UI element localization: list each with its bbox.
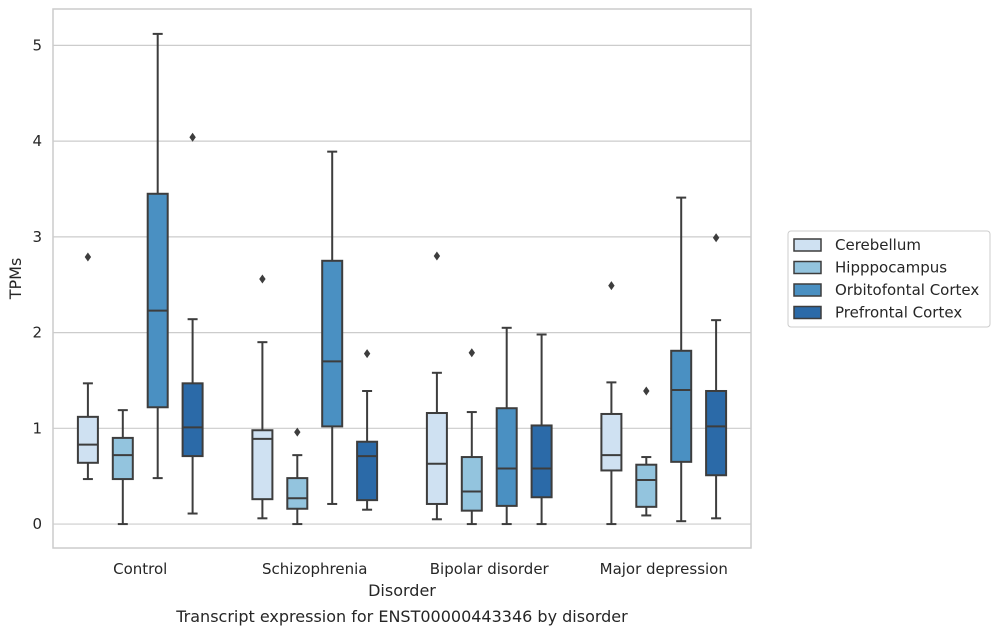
plot-area-frame [52, 8, 752, 549]
y-tick-label: 4 [32, 132, 42, 150]
x-tick-label: Major depression [600, 560, 728, 578]
x-axis-title: Disorder [368, 581, 436, 600]
box-iqr [321, 259, 344, 428]
y-tick-label: 5 [32, 36, 42, 54]
chart-title: Transcript expression for ENST0000044334… [175, 607, 628, 626]
box-3-0 [600, 281, 623, 526]
y-tick-label: 1 [32, 419, 42, 437]
box-0-2 [146, 32, 169, 480]
box-1-3 [356, 349, 379, 511]
legend-swatch [793, 305, 822, 320]
y-tick-labels: 0 1 2 3 4 5 [32, 36, 42, 533]
x-tick-labels: Control Schizophrenia Bipolar disorder Majo… [113, 560, 728, 578]
box-iqr [600, 412, 623, 472]
box-iqr [286, 477, 309, 510]
legend-swatch [793, 260, 822, 275]
outlier-point [608, 281, 615, 291]
boxes [76, 32, 728, 526]
box-1-0 [251, 274, 274, 520]
box-iqr [76, 415, 99, 464]
legend-swatch [793, 283, 822, 297]
box-3-2 [670, 196, 693, 523]
outlier-point [84, 252, 92, 262]
outlier-point [363, 349, 371, 359]
legend-label: Prefrontal Cortex [835, 304, 962, 322]
legend: Cerebellum Hipppocampus Orbitofontal Corte… [787, 230, 991, 328]
box-3-3 [705, 233, 728, 520]
box-iqr [146, 192, 169, 409]
y-tick-label: 2 [32, 324, 42, 342]
legend-label: Orbitofontal Cortex [835, 281, 979, 299]
box-iqr [181, 382, 204, 458]
box-0-3 [181, 132, 204, 515]
outlier-point [433, 251, 441, 261]
box-2-2 [495, 326, 518, 526]
box-2-1 [460, 348, 483, 526]
box-iqr [356, 440, 379, 502]
legend-label: Cerebellum [835, 236, 921, 254]
box-iqr [705, 389, 728, 477]
box-iqr [670, 349, 693, 463]
legend-swatch [793, 238, 822, 252]
box-iqr [635, 463, 658, 508]
box-0-1 [111, 409, 134, 526]
box-iqr [530, 424, 553, 499]
box-iqr [111, 436, 134, 481]
legend-frame [787, 230, 991, 328]
x-tick-label: Bipolar disorder [430, 560, 550, 578]
outlier-point [189, 132, 196, 142]
box-1-1 [286, 427, 309, 526]
y-tick-label: 0 [32, 515, 42, 533]
box-iqr [425, 412, 448, 505]
outlier-point [468, 348, 475, 358]
outlier-point [294, 427, 301, 437]
outlier-point [712, 233, 720, 243]
box-iqr [251, 429, 274, 501]
box-iqr [495, 407, 518, 507]
box-2-3 [530, 333, 553, 526]
box-1-2 [321, 150, 344, 505]
gridlines [53, 44, 751, 525]
legend-label: Hipppocampus [835, 259, 947, 277]
x-tick-label: Schizophrenia [262, 560, 367, 578]
box-iqr [460, 456, 483, 512]
outlier-point [643, 386, 650, 396]
outlier-point [259, 274, 266, 284]
x-tick-label: Control [113, 560, 167, 578]
y-axis-title: TPMs [6, 258, 25, 301]
box-0-0 [76, 252, 99, 481]
y-tick-label: 3 [32, 228, 42, 246]
box-2-0 [425, 251, 448, 521]
box-3-1 [635, 386, 658, 517]
